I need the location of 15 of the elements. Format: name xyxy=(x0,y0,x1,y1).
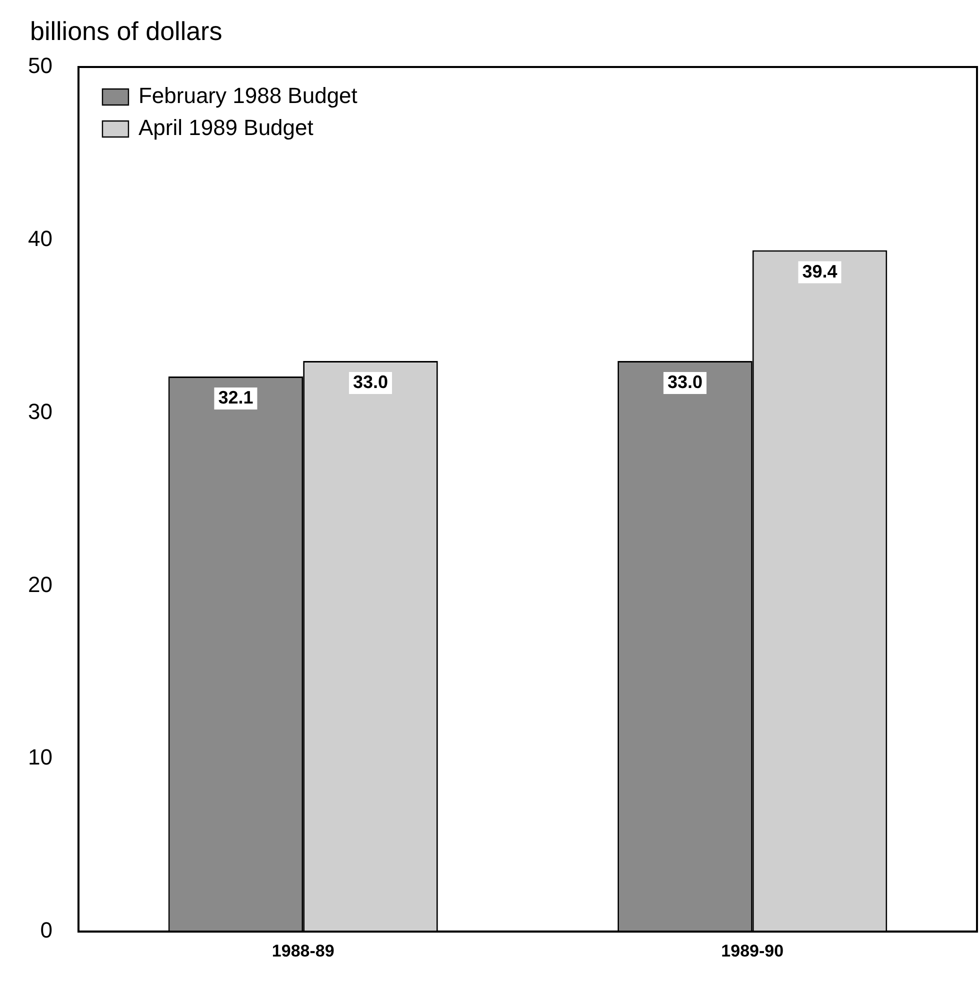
y-axis-title: billions of dollars xyxy=(30,16,222,46)
y-tick-label: 20 xyxy=(28,572,52,597)
y-tick-label: 30 xyxy=(28,398,52,424)
data-label: 33.0 xyxy=(352,372,388,392)
data-label: 32.1 xyxy=(218,387,254,408)
y-tick-label: 0 xyxy=(40,918,52,943)
data-label: 33.0 xyxy=(667,372,702,392)
data-label: 39.4 xyxy=(802,261,838,282)
x-tick-label: 1989-90 xyxy=(721,941,784,960)
x-tick-label: 1988-89 xyxy=(272,941,334,960)
legend-label: April 1989 Budget xyxy=(138,115,314,140)
y-tick-label: 50 xyxy=(28,53,52,78)
legend-label: February 1988 Budget xyxy=(138,83,358,108)
y-tick-label: 40 xyxy=(28,226,52,251)
y-tick-label: 10 xyxy=(28,744,52,770)
